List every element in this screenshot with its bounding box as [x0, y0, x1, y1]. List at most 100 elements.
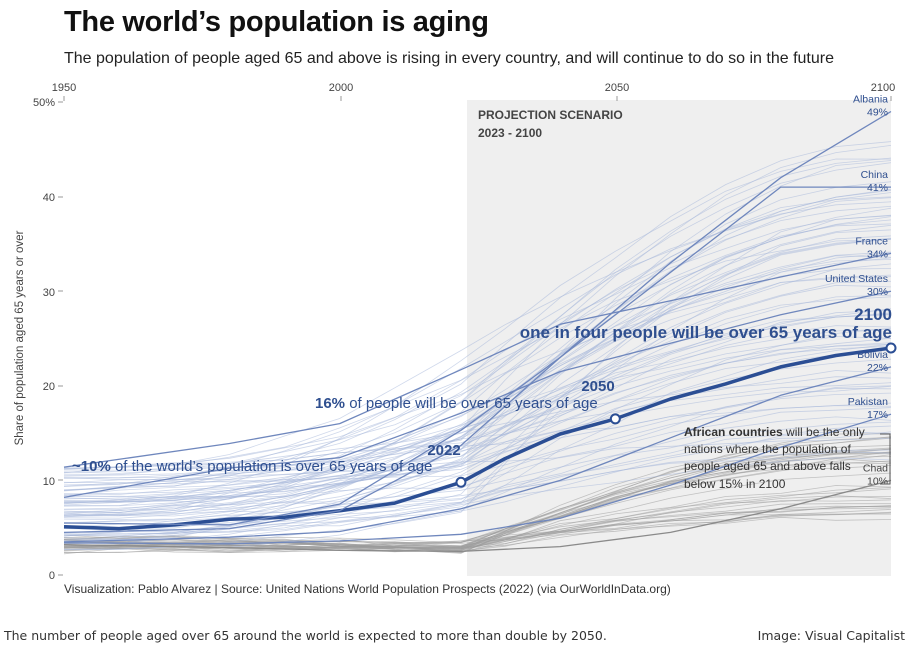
country-line [63, 219, 892, 523]
x-tick-label: 2100 [871, 82, 895, 94]
end-label-value: 30% [867, 286, 888, 298]
country-line [63, 192, 892, 476]
country-line [63, 224, 892, 513]
end-label-value: 41% [867, 182, 888, 194]
series-line-albania [63, 110, 892, 526]
country-line [63, 416, 892, 506]
image-caption: The number of people aged over 65 around… [4, 628, 607, 643]
world-marker-2050 [609, 413, 621, 425]
series-line-france [63, 252, 892, 468]
country-line [63, 223, 892, 514]
country-line [63, 276, 892, 469]
country-line [63, 309, 892, 477]
annotation-2100-year: 2100 [854, 305, 892, 324]
population-aging-chart: PROJECTION SCENARIO 2023 - 2100 1950 200… [14, 82, 897, 582]
end-label-name: Albania [853, 94, 888, 106]
x-tick-label: 2000 [329, 82, 353, 94]
country-line [63, 376, 892, 469]
country-line [63, 296, 892, 497]
y-tick-label: 30 [43, 287, 55, 299]
projection-range: 2023 - 2100 [478, 126, 542, 140]
end-label-name: France [855, 235, 888, 247]
country-line [63, 207, 892, 551]
image-credit: Image: Visual Capitalist [757, 628, 905, 643]
x-tick-label: 1950 [52, 82, 76, 94]
annotation-africa-line1: African countries will be the only [684, 425, 865, 439]
source-note: Visualization: Pablo Alvarez | Source: U… [64, 582, 671, 596]
series-line-china [63, 186, 891, 534]
y-tick-label: 10 [43, 476, 55, 488]
annotation-2022-year: 2022 [427, 442, 460, 459]
world-marker-2100 [885, 342, 897, 354]
annotation-africa: African countries will be the only natio… [684, 425, 891, 491]
end-label-value: 22% [867, 362, 888, 374]
end-label-value: 34% [867, 248, 888, 260]
annotation-2022-text: ~10% of the world’s population is over 6… [72, 458, 432, 475]
y-axis: 50% 40 30 20 10 0 Share of population ag… [14, 97, 63, 582]
country-line [63, 197, 892, 479]
end-label-value: 17% [867, 409, 888, 421]
country-line [63, 342, 892, 519]
end-label-name: United States [825, 273, 888, 285]
chart-title: The world’s population is aging [64, 6, 489, 38]
country-line [63, 196, 892, 487]
country-line [63, 158, 892, 503]
country-line [63, 189, 892, 513]
end-label-name: Bolivia [857, 349, 888, 361]
country-line [63, 431, 892, 510]
african-country-line [63, 448, 892, 548]
country-line [63, 162, 892, 518]
country-line [63, 314, 892, 486]
y-tick-label: 0 [49, 570, 55, 582]
country-line [63, 280, 892, 503]
chart-subtitle: The population of people aged 65 and abo… [64, 50, 834, 67]
annotation-2100: 2100 one in four people will be over 65 … [520, 305, 892, 342]
country-line [63, 205, 892, 515]
end-label-name: Chad [863, 462, 888, 474]
world-marker-2022 [455, 476, 467, 488]
country-line [63, 385, 892, 495]
annotation-2050-text: 16% of people will be over 65 years of a… [315, 395, 598, 412]
end-label-name: China [861, 169, 889, 181]
series-line-bolivia [63, 366, 892, 543]
series-line-pakistan [63, 413, 892, 545]
african-country-line [63, 507, 892, 550]
series-line-united-states [63, 290, 892, 499]
series-line-chad [63, 479, 892, 553]
country-line [63, 312, 892, 495]
series-line-world [63, 346, 892, 531]
x-tick-label: 2050 [605, 82, 629, 94]
x-axis: 1950 2000 2050 2100 [52, 82, 895, 101]
annotation-africa-line2: nations where the population of [684, 442, 851, 456]
country-line [63, 263, 892, 506]
projection-label: PROJECTION SCENARIO [478, 108, 623, 122]
country-line [63, 257, 892, 510]
african-country-line [63, 453, 892, 550]
series-lines [63, 110, 897, 553]
country-line [63, 157, 892, 491]
country-line [63, 370, 892, 517]
country-line [63, 251, 892, 491]
y-tick-label: 20 [43, 381, 55, 393]
annotation-africa-line4: below 15% in 2100 [684, 477, 786, 491]
end-label-name: Pakistan [848, 396, 888, 408]
annotation-bracket [880, 433, 891, 485]
end-label-value: 10% [867, 475, 888, 487]
country-line [63, 238, 892, 517]
country-line [63, 181, 892, 474]
country-line [63, 141, 892, 492]
country-line [63, 327, 892, 524]
y-axis-title: Share of population aged 65 years or ove… [14, 230, 26, 445]
y-tick-label: 50% [33, 97, 55, 109]
african-country-line [63, 511, 892, 552]
country-line [63, 425, 892, 537]
country-line [63, 160, 892, 542]
country-line [63, 343, 892, 543]
annotation-2050-year: 2050 [581, 378, 614, 395]
annotation-2022: 2022 ~10% of the world’s population is o… [72, 442, 461, 475]
country-line [63, 215, 892, 474]
annotation-africa-line3: people aged 65 and above falls [684, 459, 851, 473]
annotation-2050: 2050 16% of people will be over 65 years… [315, 378, 615, 412]
country-line [63, 421, 892, 516]
